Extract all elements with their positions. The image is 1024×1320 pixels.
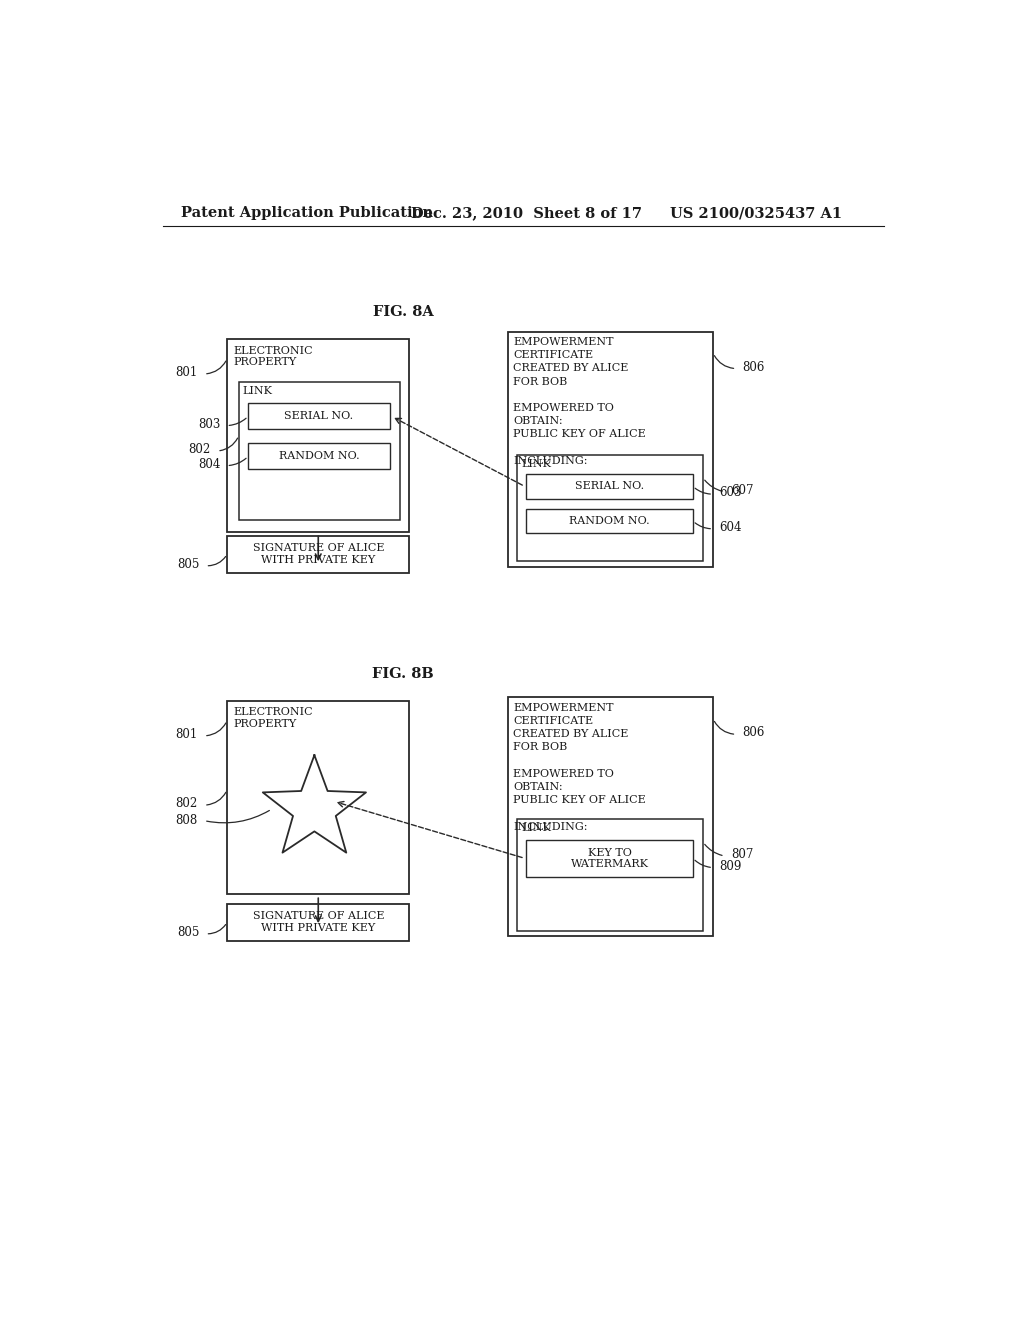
Text: RANDOM NO.: RANDOM NO. — [279, 451, 359, 462]
Text: 603: 603 — [719, 486, 741, 499]
Bar — [227, 536, 410, 573]
Bar — [227, 339, 410, 532]
Text: 807: 807 — [731, 847, 754, 861]
Text: LINK: LINK — [243, 385, 272, 396]
Text: US 2100/0325437 A1: US 2100/0325437 A1 — [671, 206, 843, 220]
Text: 604: 604 — [719, 520, 741, 533]
Bar — [508, 331, 713, 566]
Text: 607: 607 — [731, 483, 754, 496]
Bar — [526, 840, 693, 876]
Text: FIG. 8A: FIG. 8A — [373, 305, 433, 318]
Text: LINK: LINK — [521, 822, 551, 833]
Text: SIGNATURE OF ALICE
WITH PRIVATE KEY: SIGNATURE OF ALICE WITH PRIVATE KEY — [253, 544, 384, 565]
Text: 805: 805 — [177, 557, 200, 570]
Text: FIG. 8B: FIG. 8B — [373, 667, 434, 681]
Text: SIGNATURE OF ALICE
WITH PRIVATE KEY: SIGNATURE OF ALICE WITH PRIVATE KEY — [253, 911, 384, 933]
Text: 808: 808 — [175, 814, 198, 828]
Text: Dec. 23, 2010  Sheet 8 of 17: Dec. 23, 2010 Sheet 8 of 17 — [411, 206, 642, 220]
Text: LINK: LINK — [521, 459, 551, 469]
Bar — [239, 381, 400, 520]
Text: 806: 806 — [742, 726, 765, 739]
Text: 802: 802 — [188, 444, 211, 455]
Bar — [517, 818, 703, 931]
Text: Patent Application Publication: Patent Application Publication — [180, 206, 433, 220]
Text: 801: 801 — [175, 727, 198, 741]
Text: KEY TO
WATERMARK: KEY TO WATERMARK — [570, 847, 648, 869]
Bar — [517, 455, 703, 561]
Text: 804: 804 — [198, 458, 220, 471]
Text: SERIAL NO.: SERIAL NO. — [285, 412, 353, 421]
Bar — [248, 404, 390, 429]
Bar — [508, 697, 713, 936]
Text: 802: 802 — [175, 797, 198, 810]
Text: 806: 806 — [742, 360, 765, 374]
Bar — [526, 474, 693, 499]
Text: ELECTRONIC
PROPERTY: ELECTRONIC PROPERTY — [233, 346, 313, 367]
Text: RANDOM NO.: RANDOM NO. — [569, 516, 650, 527]
Text: 803: 803 — [198, 417, 220, 430]
Text: 809: 809 — [719, 859, 741, 873]
Text: SERIAL NO.: SERIAL NO. — [575, 482, 644, 491]
Bar — [248, 444, 390, 470]
Text: ELECTRONIC
PROPERTY: ELECTRONIC PROPERTY — [233, 708, 313, 729]
Text: 801: 801 — [175, 366, 198, 379]
Bar — [227, 904, 410, 941]
Bar — [526, 508, 693, 533]
Text: 805: 805 — [177, 925, 200, 939]
Bar — [227, 701, 410, 894]
Text: EMPOWERMENT
CERTIFICATE
CREATED BY ALICE
FOR BOB

EMPOWERED TO
OBTAIN:
PUBLIC KE: EMPOWERMENT CERTIFICATE CREATED BY ALICE… — [513, 702, 646, 832]
Text: EMPOWERMENT
CERTIFICATE
CREATED BY ALICE
FOR BOB

EMPOWERED TO
OBTAIN:
PUBLIC KE: EMPOWERMENT CERTIFICATE CREATED BY ALICE… — [513, 337, 646, 466]
